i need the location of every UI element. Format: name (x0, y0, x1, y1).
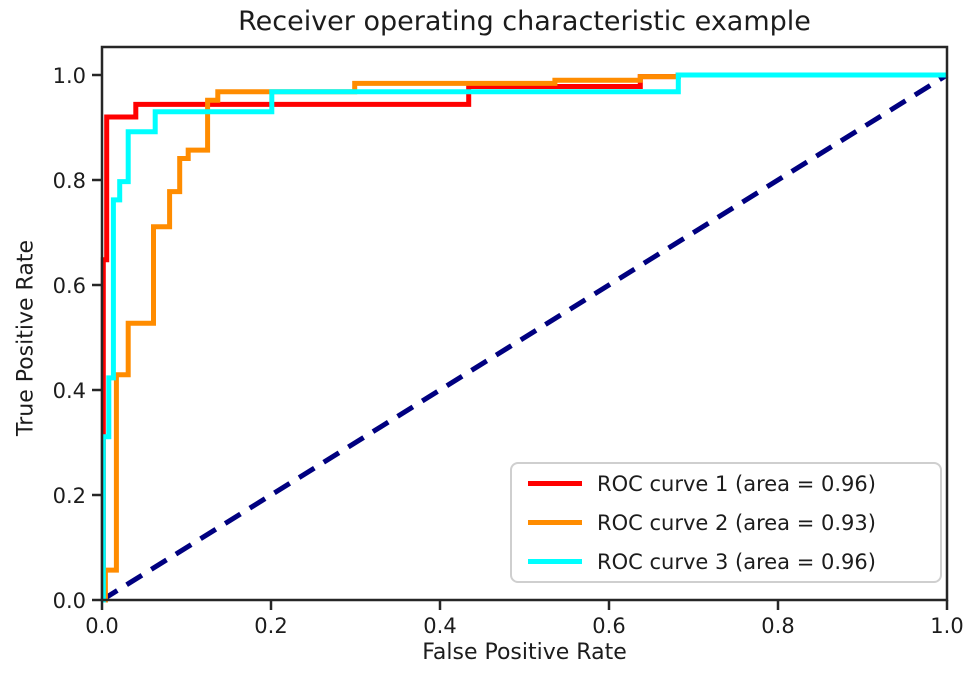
x-tick-label: 1.0 (930, 614, 963, 638)
y-tick-label: 0.2 (53, 484, 86, 508)
y-tick-label: 1.0 (53, 64, 86, 88)
legend-item-roc-curve-3: ROC curve 3 (area = 0.96) (528, 542, 940, 581)
legend: ROC curve 1 (area = 0.96) ROC curve 2 (a… (510, 462, 942, 583)
legend-item-roc-curve-1: ROC curve 1 (area = 0.96) (528, 464, 940, 503)
x-axis-label: False Positive Rate (422, 640, 627, 665)
y-tick-label: 0.6 (53, 274, 86, 298)
x-tick-label: 0.2 (254, 614, 287, 638)
legend-swatch-roc-curve-3 (528, 559, 582, 564)
y-tick-label: 0.4 (53, 379, 86, 403)
legend-swatch-roc-curve-1 (528, 481, 582, 486)
y-tick-label: 0.8 (53, 169, 86, 193)
roc-curve-2-line (102, 72, 947, 603)
legend-label-roc-curve-1: ROC curve 1 (area = 0.96) (597, 471, 876, 496)
x-tick-label: 0.8 (761, 614, 794, 638)
legend-item-roc-curve-2: ROC curve 2 (area = 0.93) (528, 503, 940, 542)
axes-spines (100, 45, 949, 602)
x-tick-label: 0.4 (423, 614, 456, 638)
y-tick-label: 0.0 (53, 589, 86, 613)
roc-curve-3-line (100, 72, 947, 603)
legend-swatch-roc-curve-2 (528, 520, 582, 525)
x-tick-label: 0.6 (592, 614, 625, 638)
legend-label-roc-curve-3: ROC curve 3 (area = 0.96) (597, 549, 876, 574)
legend-label-roc-curve-2: ROC curve 2 (area = 0.93) (597, 510, 876, 535)
chart-title: Receiver operating characteristic exampl… (238, 6, 811, 37)
y-axis-label: True Positive Rate (13, 240, 39, 436)
x-tick-label: 0.0 (85, 614, 118, 638)
chance-diagonal-line (100, 72, 949, 603)
